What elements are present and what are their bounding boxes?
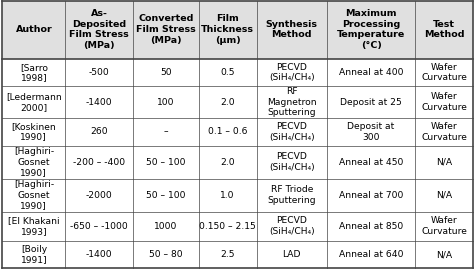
Text: 50 – 80: 50 – 80 xyxy=(149,250,183,259)
Text: [Koskinen
1990]: [Koskinen 1990] xyxy=(11,122,56,141)
Text: Deposit at 25: Deposit at 25 xyxy=(340,98,402,107)
Text: As-
Deposited
Film Stress
(MPa): As- Deposited Film Stress (MPa) xyxy=(69,9,129,50)
Text: -650 – -1000: -650 – -1000 xyxy=(71,222,128,231)
Text: -1400: -1400 xyxy=(86,98,113,107)
Text: Anneal at 700: Anneal at 700 xyxy=(339,190,403,200)
Text: 100: 100 xyxy=(157,98,175,107)
Text: Author: Author xyxy=(16,25,52,34)
Text: -1400: -1400 xyxy=(86,250,113,259)
Text: [Sarro
1998]: [Sarro 1998] xyxy=(20,63,48,82)
Text: N/A: N/A xyxy=(436,190,452,200)
Text: 260: 260 xyxy=(91,127,108,136)
Text: -2000: -2000 xyxy=(86,190,113,200)
Text: 2.0: 2.0 xyxy=(220,158,235,167)
Text: Test
Method: Test Method xyxy=(424,20,465,40)
Text: PECVD
(SiH₄/CH₄): PECVD (SiH₄/CH₄) xyxy=(269,153,315,172)
Text: PECVD
(SiH₄/CH₄): PECVD (SiH₄/CH₄) xyxy=(269,122,315,141)
Text: 50 – 100: 50 – 100 xyxy=(146,158,186,167)
Text: [Haghiri-
Gosnet
1990]: [Haghiri- Gosnet 1990] xyxy=(14,180,54,210)
Text: PECVD
(SiH₄/CH₄): PECVD (SiH₄/CH₄) xyxy=(269,216,315,236)
Text: –: – xyxy=(164,127,168,136)
Text: N/A: N/A xyxy=(436,250,452,259)
Text: Maximum
Processing
Temperature
(°C): Maximum Processing Temperature (°C) xyxy=(337,9,405,50)
Text: [Boily
1991]: [Boily 1991] xyxy=(20,245,47,264)
Text: 2.5: 2.5 xyxy=(220,250,235,259)
Text: RF Triode
Sputtering: RF Triode Sputtering xyxy=(267,185,316,205)
Text: Wafer
Curvature: Wafer Curvature xyxy=(421,122,467,141)
Text: [Ledermann
2000]: [Ledermann 2000] xyxy=(6,93,62,112)
Text: -200 – -400: -200 – -400 xyxy=(73,158,125,167)
Text: Wafer
Curvature: Wafer Curvature xyxy=(421,216,467,236)
Text: RF
Magnetron
Sputtering: RF Magnetron Sputtering xyxy=(267,87,317,117)
Text: 0.5: 0.5 xyxy=(220,68,235,77)
Text: Film
Thickness
(μm): Film Thickness (μm) xyxy=(201,14,254,45)
Text: Converted
Film Stress
(MPa): Converted Film Stress (MPa) xyxy=(136,14,196,45)
Text: 1.0: 1.0 xyxy=(220,190,235,200)
Text: 1000: 1000 xyxy=(155,222,178,231)
Text: LAD: LAD xyxy=(283,250,301,259)
Text: -500: -500 xyxy=(89,68,109,77)
Text: Wafer
Curvature: Wafer Curvature xyxy=(421,63,467,82)
Bar xyxy=(2,1,473,59)
Text: [El Khakani
1993]: [El Khakani 1993] xyxy=(8,216,60,236)
Text: 0.1 – 0.6: 0.1 – 0.6 xyxy=(208,127,247,136)
Text: 0.150 – 2.15: 0.150 – 2.15 xyxy=(199,222,256,231)
Text: PECVD
(SiH₄/CH₄): PECVD (SiH₄/CH₄) xyxy=(269,63,315,82)
Text: N/A: N/A xyxy=(436,158,452,167)
Text: Deposit at
300: Deposit at 300 xyxy=(347,122,395,141)
Text: Anneal at 450: Anneal at 450 xyxy=(339,158,403,167)
Text: 50 – 100: 50 – 100 xyxy=(146,190,186,200)
Text: Anneal at 850: Anneal at 850 xyxy=(339,222,403,231)
Text: Anneal at 400: Anneal at 400 xyxy=(339,68,403,77)
Text: 2.0: 2.0 xyxy=(220,98,235,107)
Text: 50: 50 xyxy=(160,68,172,77)
Text: [Haghiri-
Gosnet
1990]: [Haghiri- Gosnet 1990] xyxy=(14,147,54,177)
Text: Anneal at 640: Anneal at 640 xyxy=(339,250,403,259)
Text: Synthesis
Method: Synthesis Method xyxy=(266,20,318,40)
Text: Wafer
Curvature: Wafer Curvature xyxy=(421,93,467,112)
